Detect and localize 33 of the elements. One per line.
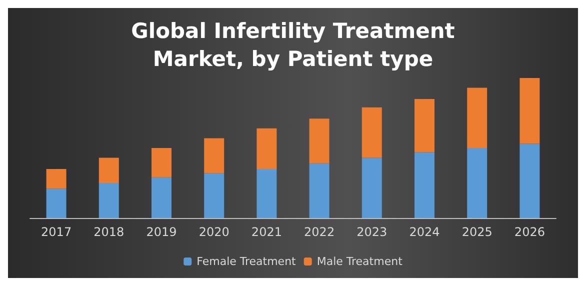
bar	[46, 169, 66, 189]
x-tick-label: 2022	[304, 225, 335, 239]
bar	[362, 107, 382, 158]
bar	[256, 169, 277, 218]
x-tick-label: 2026	[514, 225, 545, 239]
bar	[46, 188, 66, 218]
legend-label: Male Treatment	[316, 255, 404, 268]
bar	[256, 128, 277, 169]
bar	[309, 118, 330, 164]
bar	[467, 88, 488, 148]
x-tick-label: 2021	[251, 225, 282, 239]
bar	[98, 183, 119, 218]
x-tick-label: 2018	[94, 225, 124, 239]
bar	[414, 99, 434, 152]
bar	[204, 173, 224, 218]
chart-title: Global Infertility Treatment Market, by Patient type	[131, 19, 455, 71]
legend-label: Female Treatment	[196, 255, 297, 268]
bar	[204, 138, 224, 174]
bar	[309, 163, 330, 218]
x-tick-label: 2024	[409, 225, 440, 239]
bar	[362, 158, 382, 218]
x-tick-label: 2025	[462, 225, 492, 239]
bar	[467, 148, 488, 218]
x-tick-label: 2023	[356, 225, 388, 239]
bar	[520, 78, 540, 144]
x-tick-label: 2019	[146, 225, 177, 239]
bar	[414, 152, 434, 218]
x-tick-label: 2017	[41, 225, 72, 239]
x-tick-label: 2020	[198, 225, 230, 239]
bar	[152, 148, 172, 178]
bar	[152, 177, 172, 218]
bar	[98, 158, 119, 183]
bar	[520, 144, 540, 218]
